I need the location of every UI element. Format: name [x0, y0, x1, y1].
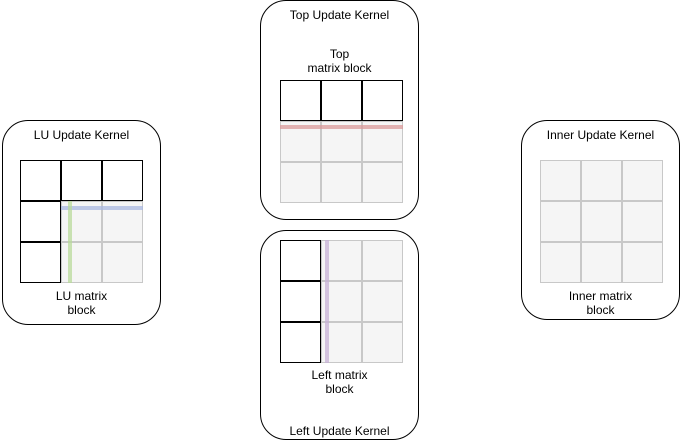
top-cell — [321, 162, 362, 203]
inner-cell — [622, 160, 663, 201]
inner-matrix-block-label: Inner matrix block — [568, 289, 633, 317]
inner-kernel-title: Inner Update Kernel — [546, 128, 655, 142]
lu-row-update-line — [61, 206, 143, 210]
lu-kernel-title: LU Update Kernel — [33, 128, 130, 142]
lu-cell — [20, 242, 61, 283]
lu-col-update-line — [68, 201, 72, 283]
top-cell — [362, 162, 403, 203]
top-row-update-line — [280, 125, 403, 129]
top-cell — [280, 162, 321, 203]
left-update-kernel-panel: Left matrix block Left Update Kernel — [260, 230, 419, 440]
left-kernel-title: Left Update Kernel — [289, 424, 390, 438]
left-cell — [280, 240, 321, 281]
top-cell — [280, 80, 321, 121]
top-update-kernel-panel: Top Update Kernel Top matrix block — [260, 0, 419, 220]
lu-cell — [61, 160, 102, 201]
inner-cell — [622, 242, 663, 283]
inner-cell — [581, 160, 622, 201]
lu-cell — [20, 160, 61, 201]
lu-cell — [102, 160, 143, 201]
top-cell — [362, 80, 403, 121]
lu-matrix-block-label: LU matrix block — [55, 289, 108, 317]
left-cell — [362, 281, 403, 322]
left-cell — [362, 240, 403, 281]
inner-cell — [622, 201, 663, 242]
left-matrix-block-label: Left matrix block — [311, 368, 368, 396]
top-matrix-block-label: Top matrix block — [307, 47, 372, 75]
inner-cell — [581, 201, 622, 242]
inner-update-kernel-panel: Inner Update Kernel Inner matrix block — [521, 120, 680, 320]
lu-cell — [61, 242, 102, 283]
inner-cell — [540, 160, 581, 201]
left-cell — [280, 322, 321, 363]
lu-cell — [20, 201, 61, 242]
left-cell — [362, 322, 403, 363]
lu-cell — [102, 242, 143, 283]
inner-cell — [540, 242, 581, 283]
lu-matrix-grid — [20, 160, 143, 283]
inner-matrix-grid — [540, 160, 663, 283]
inner-cell — [540, 201, 581, 242]
top-kernel-title: Top Update Kernel — [289, 8, 390, 22]
top-cell — [321, 80, 362, 121]
left-col-update-line — [325, 240, 329, 363]
lu-update-kernel-panel: LU Update Kernel LU matrix block — [2, 120, 161, 325]
inner-cell — [581, 242, 622, 283]
top-matrix-grid — [280, 80, 403, 203]
left-cell — [280, 281, 321, 322]
left-matrix-grid — [280, 240, 403, 363]
